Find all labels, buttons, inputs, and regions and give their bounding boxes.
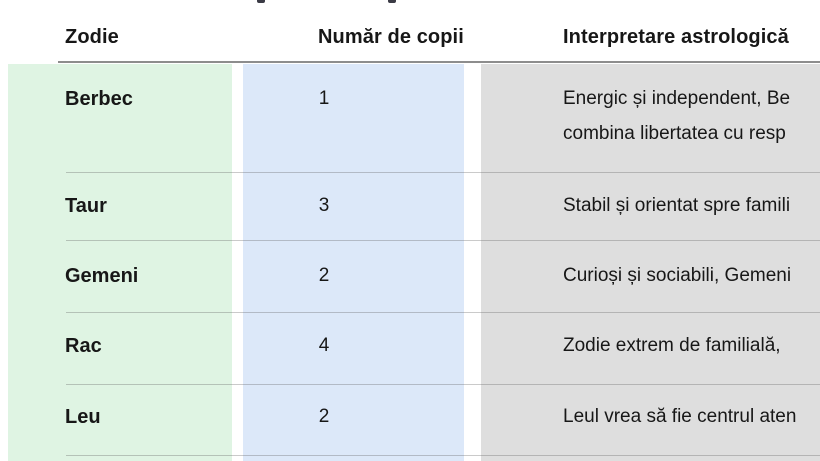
row-separator — [66, 240, 820, 241]
zodiac-name-cell: Taur — [65, 195, 107, 217]
zodiac-name-cell: Gemeni — [65, 265, 139, 287]
interpretation-cell-line: Zodie extrem de familială, — [563, 335, 781, 356]
zodiac-name-cell: Rac — [65, 335, 102, 357]
interpretation-cell-line: Leul vrea să fie centrul aten — [563, 406, 797, 427]
row-separator — [66, 312, 820, 313]
column-header-interpretare-astrologica: Interpretare astrologică — [563, 26, 789, 48]
zodiac-name-cell: Leu — [65, 406, 101, 428]
children-count-cell: 1 — [318, 88, 330, 109]
children-count-cell: 2 — [318, 406, 330, 427]
numar-de-copii-column-band — [243, 64, 464, 461]
interpretation-cell-line: Stabil și orientat spre famili — [563, 195, 791, 216]
row-separator — [66, 172, 820, 173]
zodie-column-band — [8, 64, 232, 461]
row-separator — [66, 384, 820, 385]
interpretation-cell-line: Energic și independent, Be — [563, 88, 791, 109]
clipped-title-descender-artifact — [257, 0, 265, 3]
row-separator — [66, 455, 820, 456]
header-underline — [58, 61, 820, 63]
column-header-zodie: Zodie — [65, 26, 119, 48]
interpretation-cell-line: combina libertatea cu resp — [563, 123, 786, 144]
interpretare-column-band — [481, 64, 820, 461]
interpretation-cell-line: Curioși și sociabili, Gemeni — [563, 265, 792, 286]
column-header-numar-de-copii: Număr de copii — [318, 26, 464, 48]
clipped-title-descender-artifact — [388, 0, 396, 3]
children-count-cell: 2 — [318, 265, 330, 286]
children-count-cell: 3 — [318, 195, 330, 216]
children-count-cell: 4 — [318, 335, 330, 356]
zodiac-name-cell: Berbec — [65, 88, 133, 110]
